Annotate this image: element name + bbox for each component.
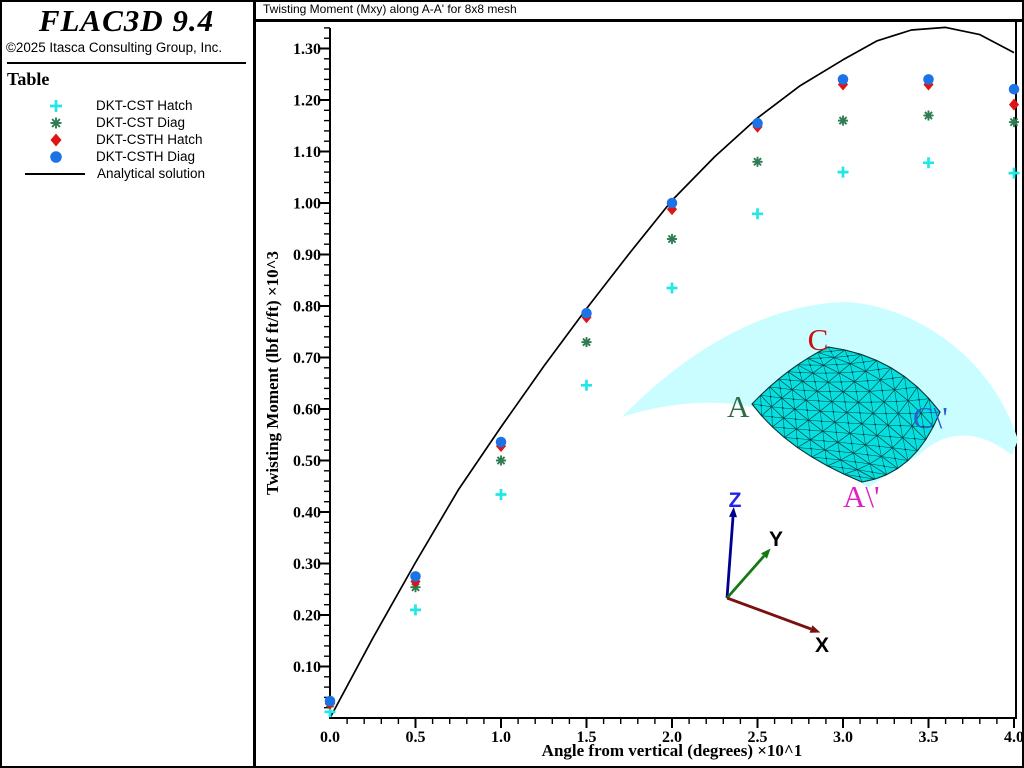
x-tick-label: 2.5 [748,729,768,746]
legend-item-0: DKT-CST Hatch [0,97,253,114]
x-tick-label: 1.5 [577,729,597,746]
y-tick-label: 0.50 [293,453,321,470]
marker-circle [752,117,763,129]
mesh-label: A [727,389,750,424]
y-tick-label: 1.00 [293,196,321,213]
legend-item-analytical: Analytical solution [0,165,253,182]
marker-circle [410,571,421,582]
mesh-label: A\' [843,479,880,514]
y-tick-label: 0.10 [293,659,321,676]
marker-circle [1008,83,1020,95]
chart-canvas: 0.0 0.5 1.0 1.5 2.0 2.5 3.0 3.5 4.0 0.10 0.20 0.30 0… [263,22,1024,760]
mesh-label: C [808,322,829,357]
marker-asterisk [752,156,763,167]
marker-asterisk [666,233,678,245]
x-tick-label: 3.0 [833,729,853,746]
marker-plus [50,99,62,112]
marker-asterisk [923,110,934,121]
marker-plus [1008,167,1020,179]
marker-plus [837,166,849,178]
copyright-text: ©2025 Itasca Consulting Group, Inc. [6,40,223,55]
mesh-label: C\' [913,400,948,435]
y-tick-label: 1.10 [293,144,321,161]
mesh-inset: C A C\' A\' [622,302,1018,514]
x-tick-label: 0.0 [320,729,340,746]
marker-circle [923,74,934,85]
axes: 0.0 0.5 1.0 1.5 2.0 2.5 3.0 3.5 4.0 0.10 0.20 0.30 0… [263,22,1024,760]
marker-plus [666,282,678,294]
x-tick-label: 1.0 [491,729,511,746]
y-tick-label: 0.60 [293,402,321,419]
y-tick-label: 0.70 [293,350,321,367]
legend-item-label: DKT-CSTH Diag [96,149,196,164]
y-tick-label: 0.80 [293,299,321,316]
y-tick-label: 1.30 [293,41,321,58]
legend-item-label: DKT-CST Diag [96,115,186,130]
marker-plus [581,379,592,391]
legend-title: Table [7,69,50,89]
marker-plus [923,157,934,169]
marker-asterisk [837,115,849,126]
marker-circle [581,307,592,319]
y-axis-title: Twisting Moment (lbf ft/ft) ×10^3 [263,251,282,495]
legend-marker-plus [50,99,62,112]
axis-triad: Z Y X [725,489,829,657]
y-tick-label: 0.40 [293,505,321,522]
legend-item-1: DKT-CST Diag [0,114,253,131]
marker-diamond [1008,98,1020,111]
legend-line-sample [25,172,85,175]
x-tick-label: 0.5 [406,729,426,746]
legend-item-label: Analytical solution [97,166,206,181]
series-dkt-cst-hatch [324,157,1020,718]
plot-title: Twisting Moment (Mxy) along A-A' for 8x8… [263,2,517,16]
series-dkt-csth-diag [324,74,1020,707]
marker-circle [50,150,62,163]
x-axis-title: Angle from vertical (degrees) ×10^1 [542,741,803,760]
analytical-curve [329,26,1015,719]
plot-title-bar: Twisting Moment (Mxy) along A-A' for 8x8… [256,0,1024,22]
legend-item-3: DKT-CSTH Diag [0,148,253,165]
marker-circle [324,695,336,707]
legend-item-label: DKT-CSTH Hatch [96,132,203,147]
legend-marker-circle [50,150,62,163]
y-tick-label: 1.20 [293,93,321,110]
marker-circle [666,197,678,209]
marker-circle [837,74,849,85]
marker-circle [495,436,507,448]
legend-panel: FLAC3D 9.4 ©2025 Itasca Consulting Group… [0,0,256,768]
x-tick-label: 3.5 [919,729,939,746]
legend-items: DKT-CST Hatch DKT-CST Diag DKT-CSTH Hatch D… [0,97,253,182]
legend-item-2: DKT-CSTH Hatch [0,131,253,148]
legend-item-label: DKT-CST Hatch [96,98,193,113]
mesh-diagonals [751,346,941,483]
y-tick-label: 0.30 [293,556,321,573]
marker-asterisk [50,116,62,129]
legend-marker-asterisk [50,116,62,129]
marker-asterisk [495,455,507,466]
x-tick-label: 4.0 [1004,729,1024,746]
app-logo: FLAC3D 9.4 [38,3,215,38]
legend-marker-diamond [50,133,62,146]
x-tick-label: 2.0 [662,729,682,746]
marker-asterisk [581,337,592,348]
marker-diamond [50,133,62,146]
triad-label-x: X [815,634,829,657]
marker-plus [752,208,763,220]
y-tick-label: 0.90 [293,247,321,264]
triad-label-y: Y [769,528,783,551]
marker-plus [495,489,507,500]
y-tick-label: 0.20 [293,608,321,625]
triad-label-z: Z [729,489,742,512]
panel-divider [7,62,246,64]
marker-asterisk [1008,117,1020,128]
marker-plus [410,604,421,616]
